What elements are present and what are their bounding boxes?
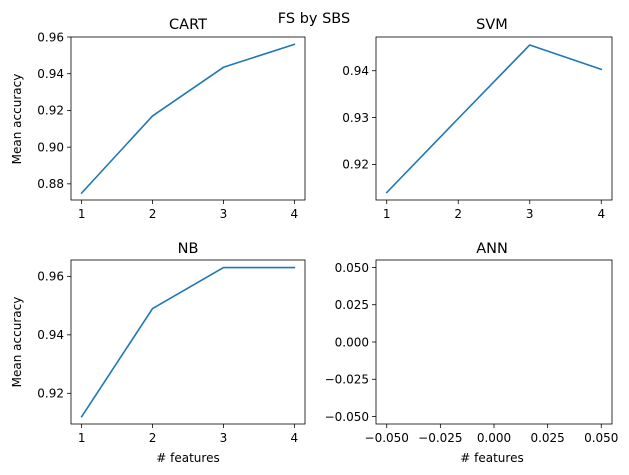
subplot-title-cart: CART	[169, 17, 207, 33]
subplot-cart: CART Mean accuracy 1 2 3 4 0.88 0.90 0.92 0.94 0…	[10, 17, 306, 221]
x-tick-label-svm: 3	[526, 207, 534, 221]
y-tick-label-nb: 0.94	[37, 328, 64, 342]
axes-frame-nb	[70, 259, 306, 425]
x-tick-label-ann: 0.000	[477, 431, 511, 445]
y-tick-label-nb: 0.96	[37, 270, 64, 284]
y-axis-label-cart: Mean accuracy	[10, 74, 24, 165]
x-tick-label-cart: 3	[220, 207, 228, 221]
y-tick-label-ann: 0.000	[335, 335, 369, 349]
series-line-nb	[80, 266, 296, 418]
y-tick-label-cart: 0.92	[37, 104, 64, 118]
figure-suptitle: FS by SBS	[278, 11, 350, 27]
y-tick-label-ann: −0.025	[325, 373, 369, 387]
subplot-title-svm: SVM	[476, 17, 508, 33]
axes-frame-ann	[375, 259, 613, 425]
subplot-title-nb: NB	[178, 241, 199, 257]
series-line-cart	[80, 43, 296, 195]
x-tick-label-svm: 4	[597, 207, 605, 221]
y-tick-label-svm: 0.93	[342, 111, 369, 125]
axes-frame-cart	[70, 36, 306, 201]
x-axis-label-nb: # features	[156, 451, 219, 465]
axes-frame-svm	[375, 36, 613, 201]
plot-area-cart: 1 2 3 4 0.88 0.90 0.92 0.94 0.96	[37, 30, 306, 221]
y-tick-label-nb: 0.92	[37, 387, 64, 401]
y-tick-label-ann: 0.025	[335, 298, 369, 312]
plot-area-nb: 1 2 3 4 0.92 0.94 0.96	[37, 259, 306, 445]
y-tick-label-svm: 0.94	[342, 64, 369, 78]
plot-area-svm: 1 2 3 4 0.92 0.93 0.94	[342, 36, 613, 221]
y-tick-label-cart: 0.88	[37, 177, 64, 191]
y-tick-label-svm: 0.92	[342, 158, 369, 172]
x-tick-label-nb: 2	[149, 431, 157, 445]
x-tick-label-nb: 4	[291, 431, 299, 445]
x-tick-label-cart: 1	[78, 207, 86, 221]
x-tick-label-cart: 2	[149, 207, 157, 221]
subplot-title-ann: ANN	[476, 241, 508, 257]
series-line-svm	[385, 44, 603, 194]
x-tick-label-nb: 3	[220, 431, 228, 445]
x-tick-label-ann: −0.025	[418, 431, 462, 445]
subplot-svm: SVM 1 2 3 4 0.92 0.93 0.94	[342, 17, 613, 221]
x-tick-label-ann: −0.050	[365, 431, 409, 445]
y-axis-label-nb: Mean accuracy	[10, 297, 24, 388]
x-tick-label-ann: 0.025	[530, 431, 564, 445]
y-tick-label-cart: 0.94	[37, 67, 64, 81]
x-axis-label-ann: # features	[460, 451, 523, 465]
x-tick-label-svm: 2	[454, 207, 462, 221]
x-tick-label-nb: 1	[78, 431, 86, 445]
y-tick-label-cart: 0.90	[37, 140, 64, 154]
y-tick-label-ann: 0.050	[335, 261, 369, 275]
subplot-nb: NB Mean accuracy # features 1 2 3 4 0.92 0.94…	[10, 241, 306, 465]
plot-area-ann: −0.050 −0.025 0.000 0.025 0.050 −0.050 −0.025 0…	[325, 259, 618, 445]
y-tick-label-cart: 0.96	[37, 30, 64, 44]
x-tick-label-ann: 0.050	[584, 431, 618, 445]
y-tick-label-ann: −0.050	[325, 410, 369, 424]
x-tick-label-svm: 1	[383, 207, 391, 221]
x-tick-label-cart: 4	[291, 207, 299, 221]
subplot-ann: ANN # features −0.050 −0.025 0.000 0.025 0.0…	[325, 241, 619, 465]
